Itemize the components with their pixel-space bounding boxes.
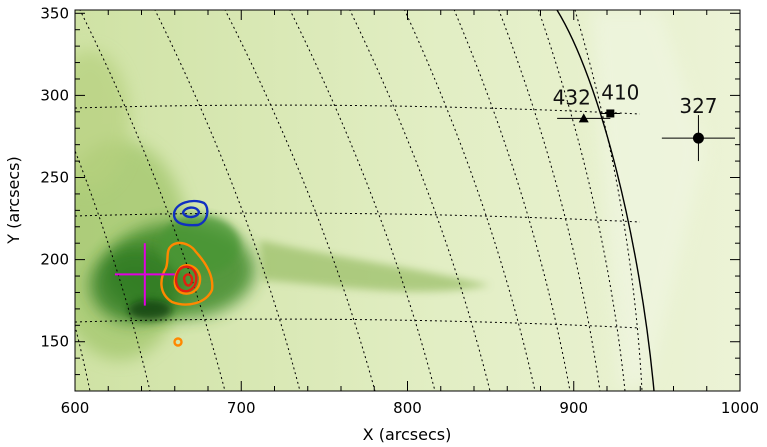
axis-tick-labels: 600 700 800 900 1000 150 200 250 300 350 xyxy=(40,4,759,417)
euv-image xyxy=(75,10,740,391)
point-label-432: 432 xyxy=(553,85,591,109)
contour-orange-small xyxy=(173,337,183,347)
y-axis-title: Y (arcsecs) xyxy=(4,156,23,244)
point-label-410: 410 xyxy=(601,80,639,104)
point-label-327: 327 xyxy=(679,94,717,118)
y-tick-label: 250 xyxy=(40,169,69,187)
grid-longitude-line xyxy=(404,10,536,391)
grid-longitude-line xyxy=(289,10,436,391)
x-tick-label: 700 xyxy=(227,399,256,417)
contour-blue-inner xyxy=(181,206,201,219)
contour-red-inner xyxy=(182,273,194,287)
y-tick-label: 150 xyxy=(40,333,69,351)
point-432 xyxy=(578,113,589,123)
contour-orange-inner xyxy=(173,264,202,295)
grid-longitude-line xyxy=(154,10,301,391)
y-tick-label: 300 xyxy=(40,86,69,104)
contour-orange-outer xyxy=(160,241,214,306)
y-tick-label: 200 xyxy=(40,251,69,269)
x-axis-title: X (arcsecs) xyxy=(363,425,452,444)
y-tick-label: 350 xyxy=(40,4,69,22)
grid-longitude-line xyxy=(349,10,491,391)
contour-blue-outer xyxy=(172,199,209,227)
marks: 432 410 327 xyxy=(114,80,736,306)
point-327 xyxy=(692,132,704,144)
contour-red-outer xyxy=(174,265,198,293)
x-tick-label: 600 xyxy=(61,399,90,417)
heliographic-grid xyxy=(75,10,643,391)
grid-latitude-line xyxy=(75,104,641,115)
grid-longitude-line xyxy=(79,10,226,391)
grid-longitude-line xyxy=(537,10,626,391)
x-tick-label: 1000 xyxy=(721,399,759,417)
grid-longitude-line xyxy=(224,10,376,391)
axis-ticks xyxy=(74,10,741,391)
grid-latitude-line xyxy=(75,212,641,223)
x-tick-label: 900 xyxy=(559,399,588,417)
grid-longitude-line xyxy=(453,10,571,391)
contours xyxy=(160,199,214,347)
solar-limb xyxy=(556,10,655,391)
grid-latitude-line xyxy=(75,318,641,329)
x-tick-label: 800 xyxy=(393,399,422,417)
point-410 xyxy=(606,109,615,118)
grid-longitude-line xyxy=(574,10,643,391)
